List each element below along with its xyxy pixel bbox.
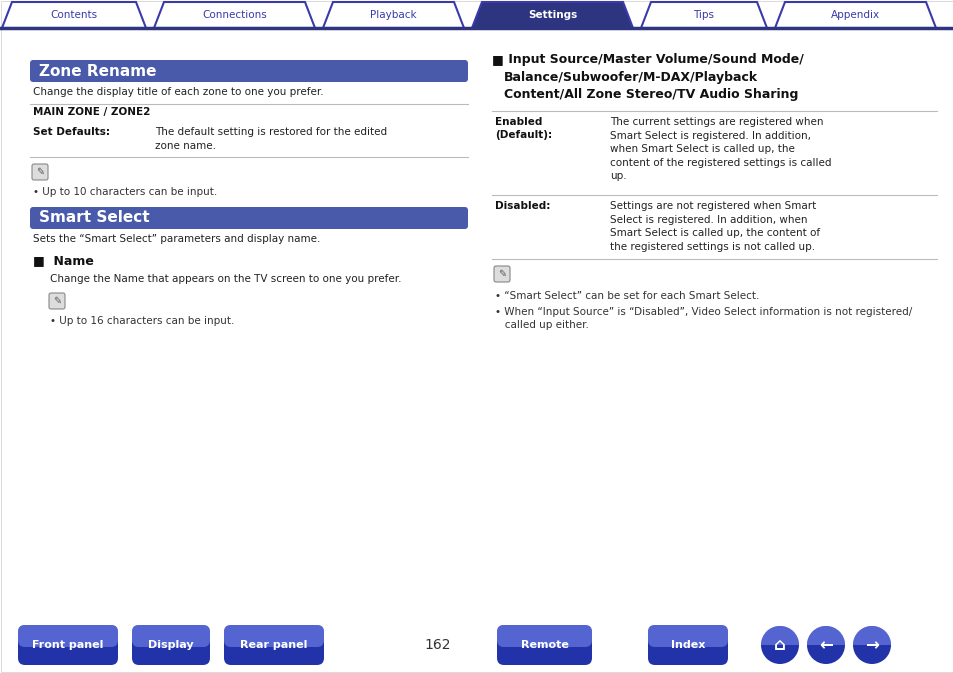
FancyBboxPatch shape	[18, 625, 118, 647]
Text: MAIN ZONE / ZONE2: MAIN ZONE / ZONE2	[33, 107, 151, 117]
Text: ■  Name: ■ Name	[33, 254, 93, 267]
Text: Settings are not registered when Smart
Select is registered. In addition, when
S: Settings are not registered when Smart S…	[609, 201, 820, 252]
FancyBboxPatch shape	[494, 266, 510, 282]
Text: Connections: Connections	[202, 10, 267, 20]
Text: • Up to 10 characters can be input.: • Up to 10 characters can be input.	[33, 187, 217, 197]
Text: • When “Input Source” is “Disabled”, Video Select information is not registered/: • When “Input Source” is “Disabled”, Vid…	[495, 307, 911, 330]
Text: Tips: Tips	[693, 10, 714, 20]
FancyBboxPatch shape	[18, 625, 118, 665]
Circle shape	[852, 626, 890, 664]
Text: Zone Rename: Zone Rename	[39, 63, 156, 79]
Text: ⌂: ⌂	[773, 636, 785, 654]
Text: Change the display title of each zone to one you prefer.: Change the display title of each zone to…	[33, 87, 323, 97]
Text: ←: ←	[819, 636, 832, 654]
Polygon shape	[2, 2, 146, 28]
Polygon shape	[472, 2, 633, 28]
FancyBboxPatch shape	[497, 625, 592, 647]
Text: Enabled
(Default):: Enabled (Default):	[495, 117, 552, 140]
FancyBboxPatch shape	[224, 625, 324, 665]
FancyBboxPatch shape	[30, 60, 468, 82]
FancyBboxPatch shape	[132, 625, 210, 665]
Wedge shape	[806, 626, 844, 645]
Text: ✎: ✎	[52, 296, 61, 306]
Text: Sets the “Smart Select” parameters and display name.: Sets the “Smart Select” parameters and d…	[33, 234, 320, 244]
Polygon shape	[323, 2, 463, 28]
FancyBboxPatch shape	[647, 625, 727, 665]
Text: Disabled:: Disabled:	[495, 201, 550, 211]
Text: The current settings are registered when
Smart Select is registered. In addition: The current settings are registered when…	[609, 117, 831, 182]
Text: The default setting is restored for the edited
zone name.: The default setting is restored for the …	[154, 127, 387, 151]
FancyBboxPatch shape	[647, 625, 727, 647]
Text: ✎: ✎	[497, 269, 505, 279]
Text: Display: Display	[148, 640, 193, 650]
Text: Contents: Contents	[51, 10, 97, 20]
Polygon shape	[774, 2, 935, 28]
Text: Front panel: Front panel	[32, 640, 104, 650]
Text: Set Defaults:: Set Defaults:	[33, 127, 110, 137]
FancyBboxPatch shape	[30, 207, 468, 229]
Polygon shape	[153, 2, 314, 28]
Text: 162: 162	[424, 638, 451, 652]
FancyBboxPatch shape	[32, 164, 48, 180]
Text: Change the Name that appears on the TV screen to one you prefer.: Change the Name that appears on the TV s…	[50, 274, 401, 284]
Polygon shape	[640, 2, 766, 28]
Text: Rear panel: Rear panel	[240, 640, 308, 650]
Text: Index: Index	[670, 640, 704, 650]
Text: Settings: Settings	[527, 10, 577, 20]
FancyBboxPatch shape	[49, 293, 65, 309]
Wedge shape	[760, 626, 799, 645]
Text: Remote: Remote	[520, 640, 568, 650]
FancyBboxPatch shape	[132, 625, 210, 647]
Wedge shape	[852, 626, 890, 645]
Text: Appendix: Appendix	[830, 10, 879, 20]
Text: Playback: Playback	[370, 10, 416, 20]
Text: • Up to 16 characters can be input.: • Up to 16 characters can be input.	[50, 316, 234, 326]
Circle shape	[760, 626, 799, 664]
Text: Input Source/Master Volume/Sound Mode/
Balance/Subwoofer/M-DAX/Playback
Content/: Input Source/Master Volume/Sound Mode/ B…	[503, 53, 803, 101]
Text: Smart Select: Smart Select	[39, 211, 150, 225]
Text: ■: ■	[492, 53, 503, 66]
Text: • “Smart Select” can be set for each Smart Select.: • “Smart Select” can be set for each Sma…	[495, 291, 759, 301]
Circle shape	[806, 626, 844, 664]
Text: ✎: ✎	[36, 167, 44, 177]
Text: →: →	[864, 636, 878, 654]
FancyBboxPatch shape	[224, 625, 324, 647]
FancyBboxPatch shape	[497, 625, 592, 665]
